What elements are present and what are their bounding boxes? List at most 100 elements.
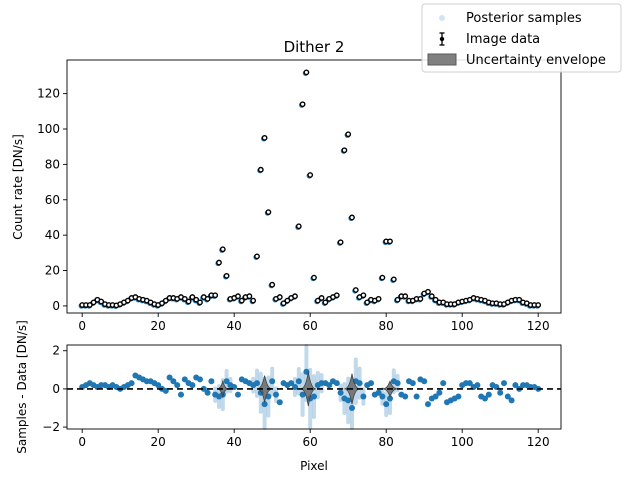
image-data-point <box>250 297 257 304</box>
image-data-point <box>212 292 219 299</box>
top-x-tick-label: 120 <box>527 319 550 333</box>
image-data-point <box>246 293 253 300</box>
residual-sample-point <box>512 382 519 389</box>
image-data-point <box>276 294 283 300</box>
residual-sample-point <box>170 378 177 385</box>
residual-sample-point <box>333 380 340 387</box>
top-y-tick-label: 0 <box>52 299 60 313</box>
image-data-point <box>364 299 371 306</box>
image-data-point <box>387 238 393 245</box>
bottom-x-axis-label: Pixel <box>300 459 328 473</box>
image-data-point <box>417 295 424 302</box>
image-data-point <box>341 147 348 154</box>
image-data-point <box>379 274 386 281</box>
residual-sample-point <box>181 376 188 383</box>
image-data-point <box>292 293 298 300</box>
residual-sample-point <box>235 391 241 398</box>
residual-sample-point <box>356 380 363 387</box>
residual-sample-point <box>311 393 317 400</box>
image-data-point <box>516 296 523 303</box>
top-y-tick-label: 100 <box>37 122 60 136</box>
residual-sample-point <box>455 393 462 400</box>
residual-sample-point <box>326 382 333 389</box>
image-data-point <box>402 293 409 300</box>
residual-sample-point <box>337 389 344 396</box>
residual-sample-point <box>288 380 295 387</box>
image-data-point <box>265 209 272 216</box>
top-plot-area <box>67 60 561 313</box>
bottom-x-tick-label: 0 <box>78 435 86 449</box>
legend-label-image-data: Image data <box>466 32 540 47</box>
image-data-point <box>159 300 165 307</box>
top-y-tick-label: 120 <box>37 87 60 101</box>
top-x-tick-label: 100 <box>451 319 474 333</box>
residual-sample-point <box>345 397 352 404</box>
residual-sample-point <box>174 382 181 389</box>
image-data-point <box>349 214 355 221</box>
image-data-point <box>307 172 314 178</box>
top-y-tick-label: 20 <box>45 264 60 278</box>
residual-sample-point <box>504 393 511 400</box>
top-x-tick-label: 0 <box>78 319 86 333</box>
bottom-plot-frame <box>66 344 562 430</box>
top-x-tick-label: 60 <box>303 319 318 333</box>
top-y-axis-label: Count rate [DN/s] <box>11 134 25 240</box>
residual-sample-point <box>197 376 203 383</box>
residual-sample-point <box>394 380 401 387</box>
top-panel-title: Dither 2 <box>284 38 345 56</box>
residual-sample-point <box>128 380 135 387</box>
image-data-point <box>535 302 542 308</box>
image-data-point <box>295 223 302 230</box>
bottom-x-tick-label: 100 <box>451 435 474 449</box>
bottom-x-tick-label: 120 <box>527 435 550 449</box>
image-data-point <box>216 259 222 266</box>
residual-sample-point <box>155 382 162 389</box>
image-data-point <box>284 297 291 304</box>
bottom-y-tick-label: −2 <box>42 420 60 434</box>
bottom-y-axis-label: Samples - Data [DN/s] <box>15 320 29 454</box>
residual-sample-point <box>379 393 386 400</box>
image-data-point <box>181 295 188 302</box>
image-data-point <box>238 297 245 304</box>
image-data-point <box>337 239 344 246</box>
residual-sample-point <box>432 393 439 400</box>
residual-sample-point <box>200 385 207 392</box>
residual-sample-point <box>413 393 420 400</box>
bottom-y-tick-label: 2 <box>52 344 60 358</box>
bottom-x-tick-label: 20 <box>151 435 166 449</box>
residual-sample-point <box>299 391 306 398</box>
residual-sample-point <box>276 399 283 406</box>
residual-sample-point <box>269 378 276 385</box>
residual-sample-point <box>295 378 302 385</box>
bottom-x-tick-label: 80 <box>379 435 394 449</box>
legend-marker-posterior-samples <box>439 15 445 21</box>
top-panel: Dither 2 0 20 40 60 80 100 120 0 20 40 60 80 100 120… <box>11 38 562 333</box>
residual-sample-point <box>208 378 215 385</box>
residual-sample-point <box>292 384 298 390</box>
legend-label-uncertainty-envelope: Uncertainty envelope <box>466 53 606 68</box>
image-data-point <box>223 272 230 279</box>
residual-sample-point <box>482 395 488 402</box>
residual-sample-point <box>261 401 268 408</box>
image-data-point <box>254 253 260 260</box>
residual-sample-point <box>383 401 390 408</box>
image-data-point <box>235 293 241 300</box>
image-data-point <box>360 292 367 299</box>
residual-sample-point <box>166 374 173 381</box>
bottom-x-tick-label: 40 <box>227 435 242 449</box>
residual-sample-point <box>497 389 504 396</box>
residual-sample-point <box>501 380 507 387</box>
image-data-point <box>299 101 306 108</box>
image-data-point <box>261 134 268 141</box>
residual-sample-point <box>474 382 481 389</box>
bottom-x-tick-label: 60 <box>303 435 318 449</box>
image-data-point <box>432 296 439 303</box>
bottom-panel: 0 20 40 60 80 100 120 −2 0 2 Pixel Samples - Dat… <box>15 320 562 473</box>
top-y-tick-label: 60 <box>45 193 60 207</box>
residual-sample-point <box>508 397 515 404</box>
residual-sample-point <box>368 380 374 387</box>
residual-sample-point <box>425 401 431 408</box>
image-data-point <box>375 295 382 302</box>
